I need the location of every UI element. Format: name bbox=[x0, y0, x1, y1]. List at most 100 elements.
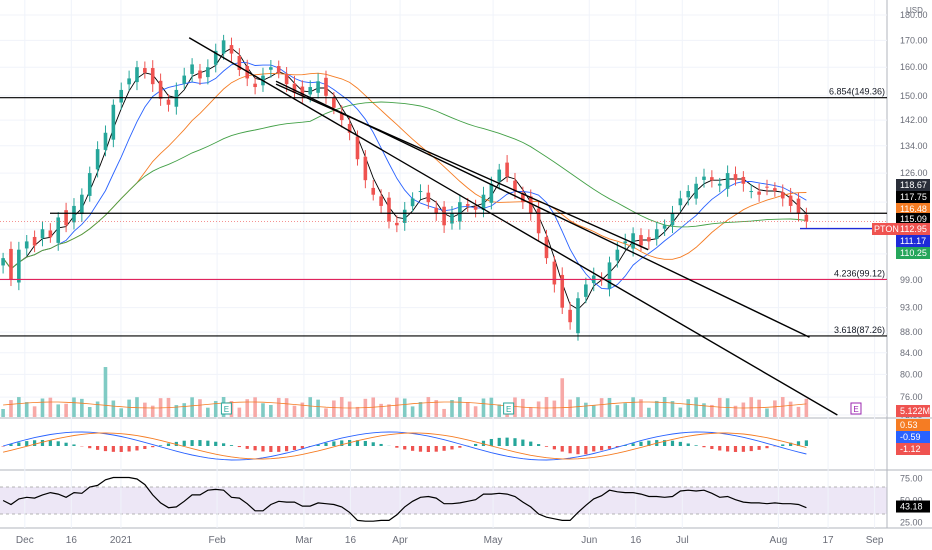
candle-body bbox=[150, 68, 155, 85]
macd-histogram-bar bbox=[686, 443, 690, 446]
macd-badge bbox=[896, 431, 930, 443]
candle-body bbox=[710, 177, 714, 181]
date-tick: Aug bbox=[770, 535, 788, 546]
price-candles bbox=[1, 34, 809, 341]
earnings-marker[interactable] bbox=[503, 402, 515, 415]
price-badge bbox=[896, 203, 930, 215]
rsi-band bbox=[0, 487, 887, 514]
volume-bar bbox=[710, 404, 714, 417]
macd-histogram-bar bbox=[450, 446, 454, 450]
price-tick: 93.00 bbox=[900, 303, 923, 313]
volume-bar bbox=[292, 405, 297, 417]
candle-body bbox=[418, 191, 423, 193]
candle-body bbox=[765, 186, 769, 188]
macd-histogram-bar bbox=[17, 442, 21, 446]
volume-bar bbox=[332, 400, 336, 417]
volume-bar bbox=[418, 402, 423, 417]
trendline[interactable] bbox=[188, 37, 838, 416]
price-badge bbox=[896, 247, 930, 259]
macd-histogram-bar bbox=[261, 446, 265, 452]
macd-histogram-bar bbox=[324, 442, 328, 446]
macd-histogram-bar bbox=[159, 445, 163, 446]
macd-histogram-bar bbox=[647, 440, 651, 446]
volume-bar bbox=[395, 397, 399, 417]
macd-badge-text: -1.12 bbox=[900, 444, 921, 454]
earnings-marker-text: E bbox=[224, 405, 229, 414]
candle-body bbox=[395, 222, 399, 226]
volume-bar bbox=[473, 406, 478, 417]
candle-body bbox=[284, 74, 289, 85]
volume-bar bbox=[544, 397, 549, 417]
candle-body bbox=[497, 169, 502, 182]
volume-bar bbox=[245, 399, 250, 417]
candle-body bbox=[528, 196, 533, 214]
macd-histogram-bar bbox=[198, 440, 202, 446]
candle-body bbox=[513, 180, 517, 192]
volume-bar bbox=[119, 408, 124, 417]
volume-bar bbox=[276, 397, 281, 417]
macd-histogram-bar bbox=[670, 440, 675, 446]
date-tick: Jun bbox=[581, 535, 597, 546]
rsi-badge-text: 43.18 bbox=[900, 502, 923, 512]
volume-bar bbox=[143, 402, 147, 417]
candle-body bbox=[56, 217, 61, 243]
candle-body bbox=[536, 208, 541, 234]
candle-body bbox=[662, 225, 667, 229]
earnings-marker[interactable] bbox=[850, 402, 862, 415]
candle-body bbox=[670, 213, 675, 226]
volume-bar bbox=[56, 404, 61, 417]
candle-body bbox=[103, 132, 108, 150]
volume-bar bbox=[639, 399, 643, 417]
candle-body bbox=[135, 67, 139, 83]
volume-bar bbox=[654, 400, 659, 417]
trendline[interactable] bbox=[275, 83, 649, 251]
volume-bar bbox=[489, 397, 494, 417]
volume-bar bbox=[788, 401, 793, 417]
volume-bar bbox=[308, 397, 313, 417]
volume-bar bbox=[773, 400, 777, 417]
macd-line bbox=[2, 431, 807, 461]
macd-histogram-bar bbox=[600, 446, 604, 451]
macd-histogram-bar bbox=[222, 443, 226, 446]
candle-body bbox=[757, 191, 761, 195]
candle-body bbox=[87, 173, 92, 196]
volume-bar bbox=[339, 397, 344, 417]
macd-histogram-bar bbox=[9, 444, 13, 446]
candle-body bbox=[166, 99, 171, 105]
macd-histogram-bar bbox=[371, 442, 375, 446]
candle-body bbox=[647, 237, 651, 242]
volume-bar bbox=[379, 403, 383, 417]
macd-histogram-bar bbox=[253, 446, 257, 451]
macd-histogram-bar bbox=[789, 442, 793, 446]
price-badge-text: 117.75 bbox=[900, 192, 927, 202]
macd-histogram-bar bbox=[623, 445, 627, 446]
date-tick: 16 bbox=[345, 535, 357, 546]
candle-body bbox=[442, 206, 446, 226]
candle-body bbox=[568, 309, 572, 323]
candle-body bbox=[552, 261, 557, 285]
volume-bar bbox=[237, 407, 242, 417]
date-tick: Jul bbox=[676, 535, 689, 546]
macd-histogram-bar bbox=[442, 446, 446, 451]
candle-body bbox=[773, 188, 777, 192]
volume-bar bbox=[1, 409, 5, 417]
price-tick: 80.00 bbox=[900, 369, 923, 379]
macd-histogram-bar bbox=[214, 441, 218, 446]
candle-body bbox=[654, 229, 659, 239]
candle-body bbox=[505, 162, 509, 177]
volume-bar bbox=[9, 400, 13, 417]
macd-histogram-bar bbox=[340, 440, 344, 446]
macd-histogram-bar bbox=[726, 446, 730, 452]
volume-bar bbox=[591, 405, 596, 417]
volume-bar bbox=[458, 397, 462, 417]
volume-bar bbox=[316, 399, 320, 417]
earnings-marker[interactable] bbox=[220, 402, 232, 415]
volume-bars bbox=[1, 367, 809, 417]
macd-histogram-bar bbox=[749, 446, 753, 452]
volume-bar bbox=[702, 403, 706, 417]
volume-bar bbox=[552, 400, 557, 417]
candle-body bbox=[127, 78, 131, 85]
candle-body bbox=[481, 194, 486, 210]
rsi-line bbox=[2, 476, 807, 522]
candle-body bbox=[119, 89, 124, 103]
